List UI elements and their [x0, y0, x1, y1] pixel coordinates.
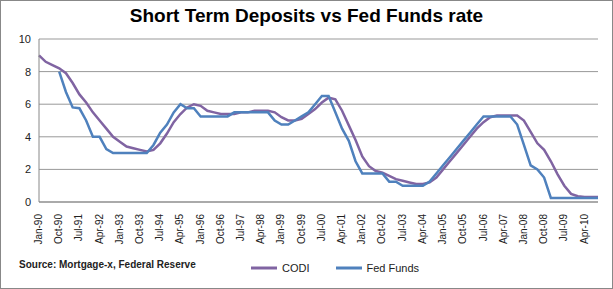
svg-text:Jul-97: Jul-97	[235, 214, 246, 242]
svg-text:Jul-00: Jul-00	[316, 214, 327, 242]
html-text:CODI: CODI	[282, 262, 310, 274]
svg-text:10: 10	[19, 33, 31, 45]
svg-text:Jul-06: Jul-06	[478, 214, 489, 242]
svg-text:Oct-93: Oct-93	[134, 214, 145, 244]
svg-text:Oct-99: Oct-99	[296, 214, 307, 244]
svg-text:Jan-08: Jan-08	[518, 214, 529, 245]
svg-text:Jan-96: Jan-96	[195, 214, 206, 245]
svg-text:4: 4	[25, 131, 31, 143]
svg-text:Apr-04: Apr-04	[417, 214, 428, 244]
svg-text:Apr-01: Apr-01	[336, 214, 347, 244]
svg-text:Jan-05: Jan-05	[437, 214, 448, 245]
svg-text:Jan-99: Jan-99	[275, 214, 286, 245]
svg-text:Jan-90: Jan-90	[33, 214, 44, 245]
svg-text:8: 8	[25, 66, 31, 78]
svg-text:6: 6	[25, 98, 31, 110]
svg-text:Jul-09: Jul-09	[558, 214, 569, 242]
svg-text:Jul-94: Jul-94	[154, 214, 165, 242]
svg-text:Apr-92: Apr-92	[94, 214, 105, 244]
svg-text:Apr-07: Apr-07	[498, 214, 509, 244]
svg-text:Oct-02: Oct-02	[376, 214, 387, 244]
svg-text:Jan-93: Jan-93	[114, 214, 125, 245]
svg-text:Apr-95: Apr-95	[174, 214, 185, 244]
svg-text:Jan-02: Jan-02	[356, 214, 367, 245]
svg-text:Apr-10: Apr-10	[579, 214, 590, 244]
svg-text:0: 0	[25, 196, 31, 208]
svg-text:Oct-90: Oct-90	[53, 214, 64, 244]
svg-text:Oct-08: Oct-08	[538, 214, 549, 244]
html-text:Source: Mortgage-x, Federal Re: Source: Mortgage-x, Federal Reserve	[19, 259, 196, 270]
svg-text:Apr-98: Apr-98	[255, 214, 266, 244]
svg-text:Oct-96: Oct-96	[215, 214, 226, 244]
svg-text:Oct-05: Oct-05	[457, 214, 468, 244]
html-text:Fed Funds: Fed Funds	[366, 262, 420, 274]
svg-text:2: 2	[25, 163, 31, 175]
html-text:Short Term Deposits vs Fed Fun: Short Term Deposits vs Fed Funds rate	[129, 5, 484, 26]
svg-text:Jul-91: Jul-91	[73, 214, 84, 242]
svg-text:Jul-03: Jul-03	[397, 214, 408, 242]
